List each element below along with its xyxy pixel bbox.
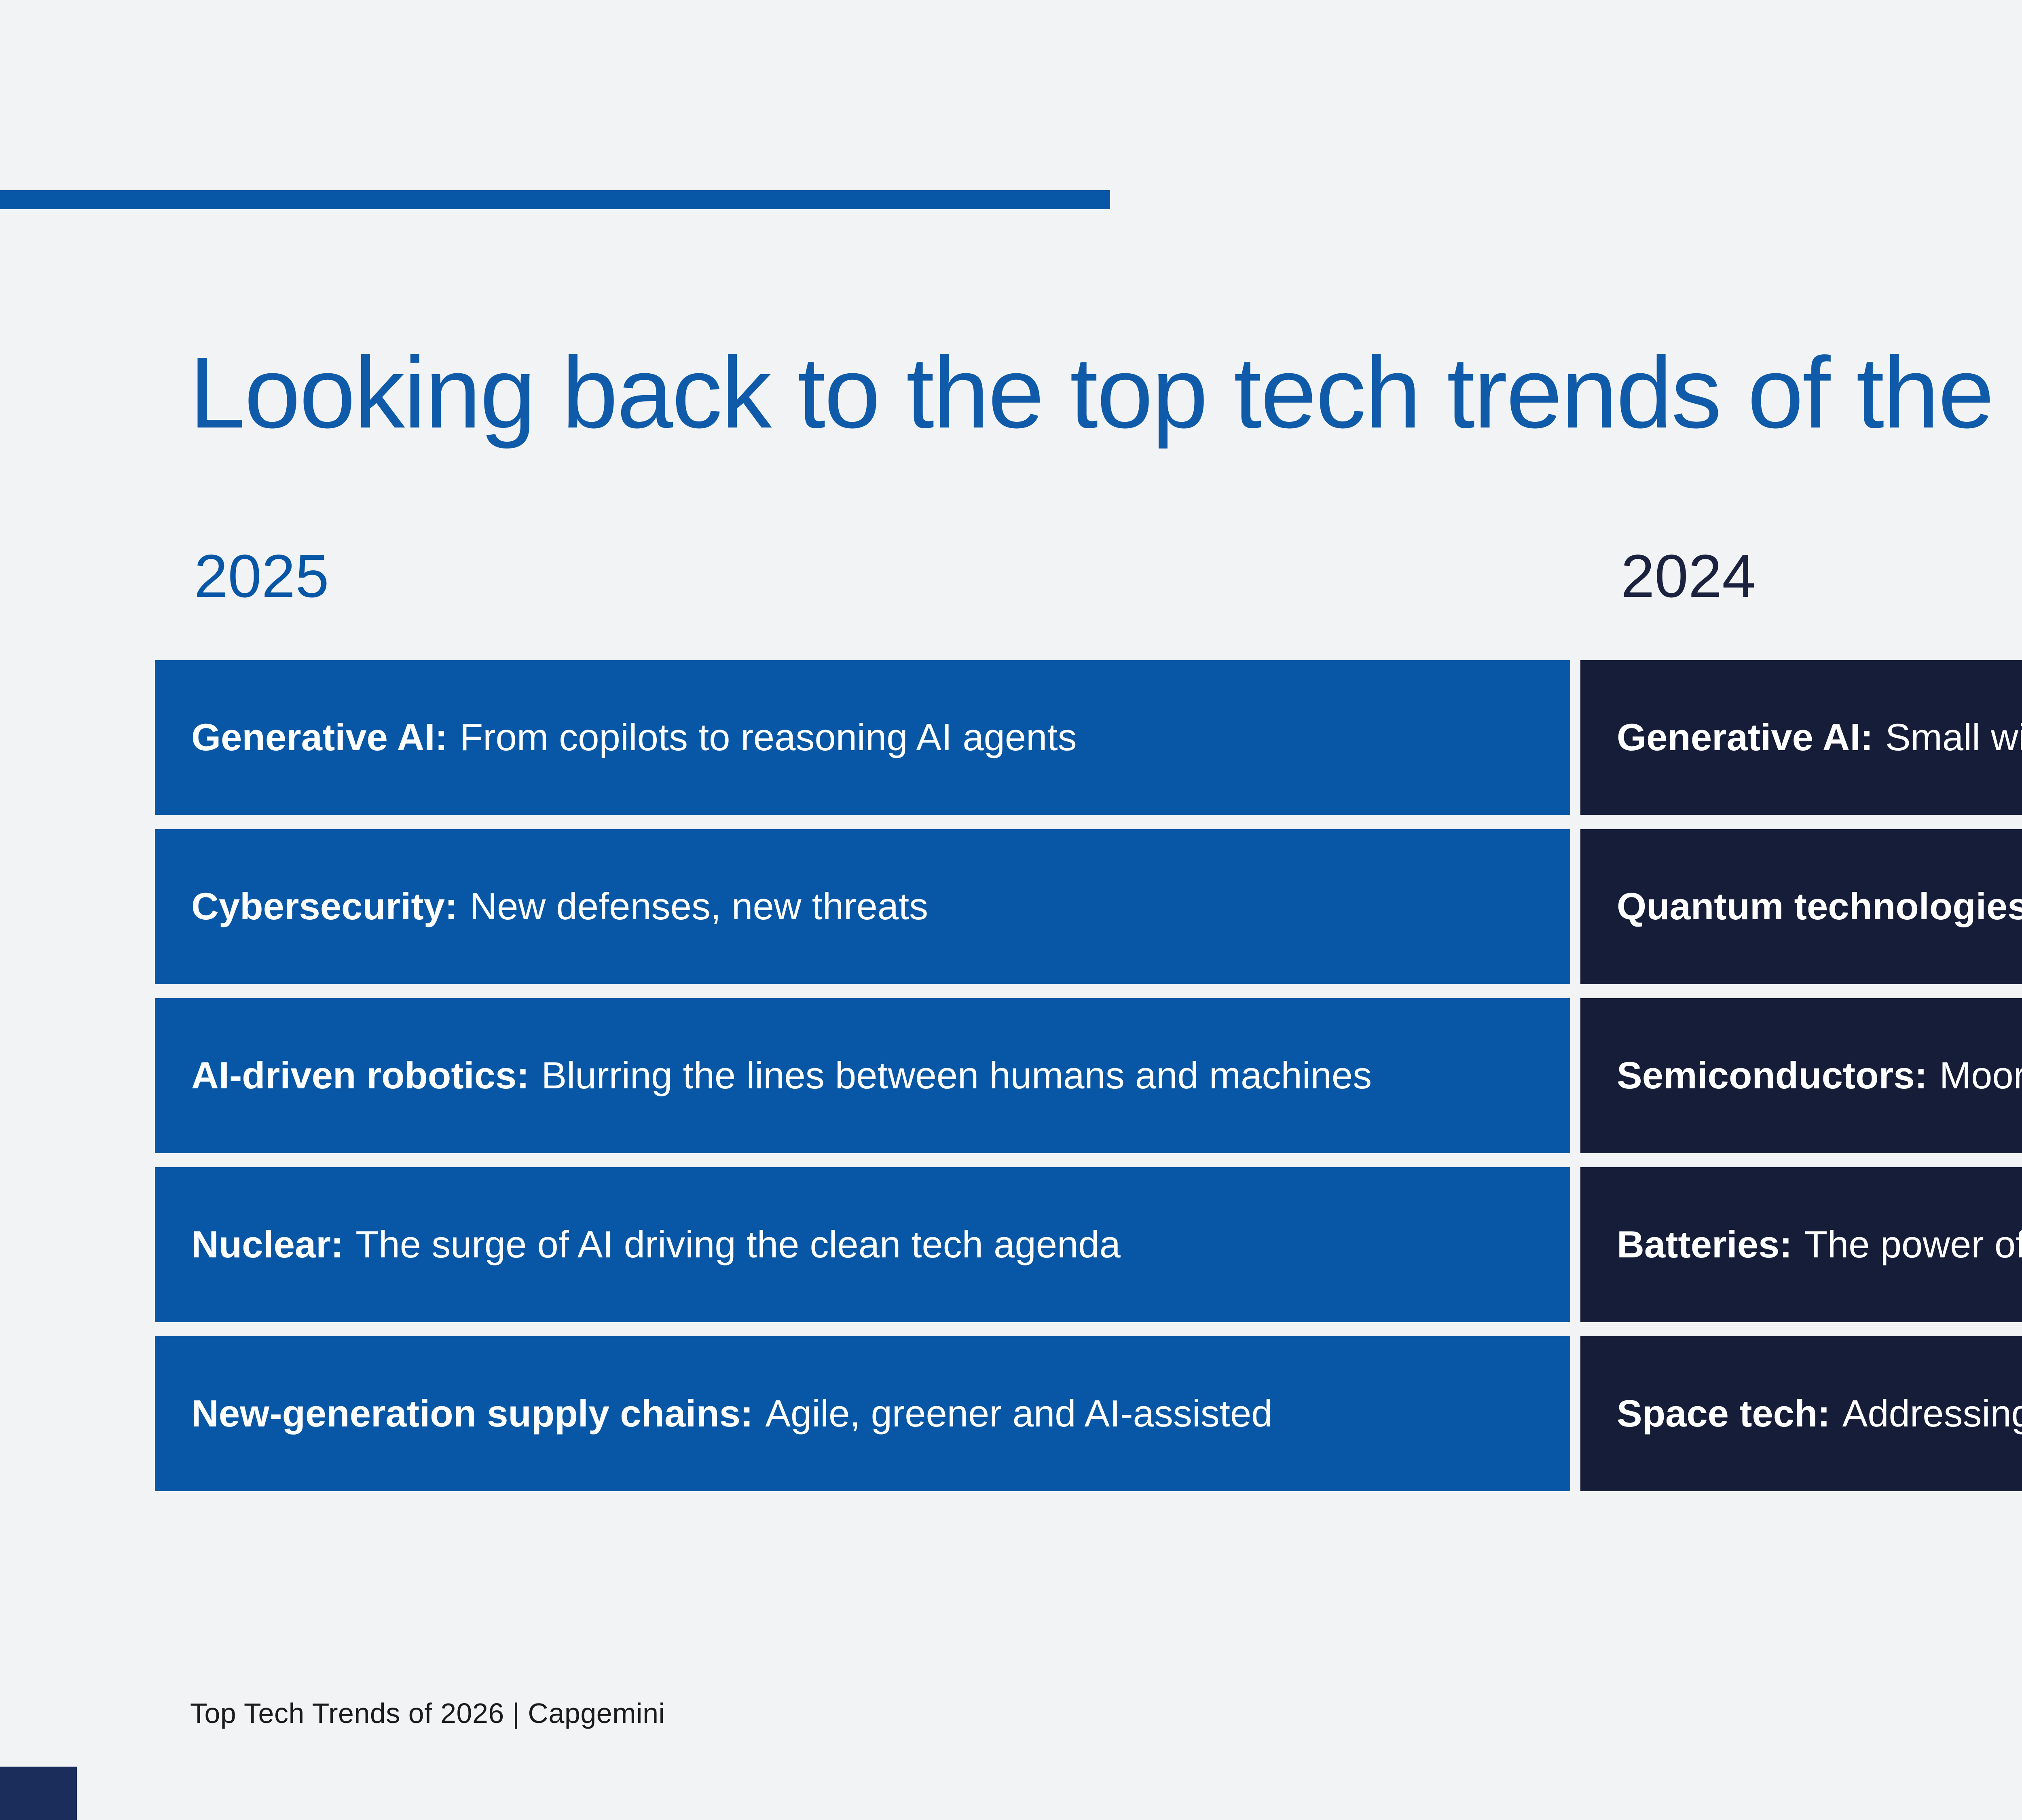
trend-label: New-generation supply chains:	[191, 1392, 753, 1435]
trend-row: Quantum technologies: When cyber meets q…	[1580, 829, 2022, 984]
trend-row: New-generation supply chains: Agile, gre…	[155, 1336, 1570, 1491]
trend-description: Addressing the Earth’s challenges from o…	[1842, 1392, 2022, 1435]
trend-description: Moore’s Law isn’t dead, but it is changi…	[1939, 1054, 2022, 1097]
trend-description: From copilots to reasoning AI agents	[459, 716, 1077, 759]
trend-description: The surge of AI driving the clean tech a…	[355, 1223, 1121, 1266]
page-title: Looking back to the top tech trends of t…	[189, 336, 2022, 449]
bottom-corner-accent	[0, 1767, 77, 1820]
trend-label: Cybersecurity:	[191, 885, 458, 928]
trend-row: Semiconductors: Moore’s Law isn’t dead, …	[1580, 998, 2022, 1153]
trend-description: Blurring the lines between humans and ma…	[541, 1054, 1372, 1097]
trend-list-2024: Generative AI: Small will be the new big…	[1580, 660, 2022, 1491]
trend-row: AI-driven robotics: Blurring the lines b…	[155, 998, 1570, 1153]
top-accent-bar	[0, 190, 1110, 209]
trend-row: Space tech: Addressing the Earth’s chall…	[1580, 1336, 2022, 1491]
column-header-2025: 2025	[194, 542, 329, 610]
trend-row: Batteries: The power of new chemistry	[1580, 1167, 2022, 1322]
trend-row: Nuclear: The surge of AI driving the cle…	[155, 1167, 1570, 1322]
trend-label: Batteries:	[1617, 1223, 1792, 1266]
trend-description: New defenses, new threats	[470, 885, 929, 928]
trend-row: Generative AI: Small will be the new big	[1580, 660, 2022, 815]
trend-list-2025: Generative AI: From copilots to reasonin…	[155, 660, 1570, 1491]
trend-row: Generative AI: From copilots to reasonin…	[155, 660, 1570, 815]
trend-description: Agile, greener and AI-assisted	[765, 1392, 1273, 1435]
trend-row: Cybersecurity: New defenses, new threats	[155, 829, 1570, 984]
trend-label: Space tech:	[1617, 1392, 1830, 1435]
trend-label: Nuclear:	[191, 1223, 344, 1266]
trend-label: Quantum technologies:	[1617, 885, 2022, 928]
column-header-2024: 2024	[1621, 542, 1756, 610]
trend-label: AI-driven robotics:	[191, 1054, 529, 1097]
trend-label: Generative AI:	[1617, 716, 1873, 759]
footer-text: Top Tech Trends of 2026 | Capgemini	[190, 1697, 665, 1729]
trend-description: The power of new chemistry	[1804, 1223, 2022, 1266]
trend-label: Generative AI:	[191, 716, 448, 759]
trend-description: Small will be the new big	[1885, 716, 2022, 759]
trend-label: Semiconductors:	[1617, 1054, 1927, 1097]
